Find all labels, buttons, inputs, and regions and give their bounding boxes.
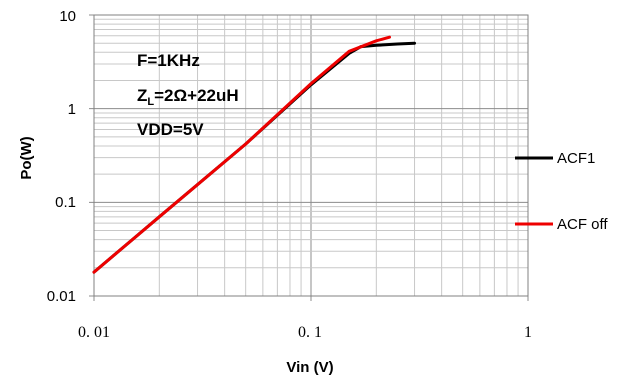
legend-label-acf1: ACF1 — [557, 150, 595, 167]
legend: ACF1 ACF off — [515, 150, 608, 233]
annotation-vdd: VDD=5V — [137, 120, 204, 139]
series-line-acf-off — [92, 35, 391, 274]
annotation-impedance-sub: L — [147, 96, 154, 108]
annotation-impedance-rest: =2Ω+22uH — [154, 86, 239, 105]
x-tick-label: 0. 1 — [298, 324, 322, 341]
y-tick-label: 10 — [59, 8, 76, 25]
legend-label-acf-off: ACF off — [557, 216, 608, 233]
x-tick-label: 1 — [524, 324, 532, 341]
x-axis-title: Vin (V) — [286, 359, 333, 376]
x-tick-label: 0. 01 — [78, 324, 110, 341]
series-layer — [92, 35, 416, 274]
annotation-block: F=1KHz ZL=2Ω+22uH VDD=5V — [137, 51, 239, 139]
y-tick-labels: 10 1 0.1 0.01 — [47, 8, 76, 305]
x-tick-labels: 0. 01 0. 1 1 — [78, 324, 532, 341]
annotation-impedance: ZL=2Ω+22uH — [137, 86, 239, 108]
plot-area-frame — [93, 14, 529, 297]
y-tick-label: 0.01 — [47, 288, 76, 305]
y-axis-title: Po(W) — [18, 136, 35, 179]
annotation-impedance-main: Z — [137, 86, 147, 105]
y-tick-label: 0.1 — [55, 194, 76, 211]
y-tick-label: 1 — [68, 101, 76, 118]
annotation-frequency: F=1KHz — [137, 51, 200, 70]
